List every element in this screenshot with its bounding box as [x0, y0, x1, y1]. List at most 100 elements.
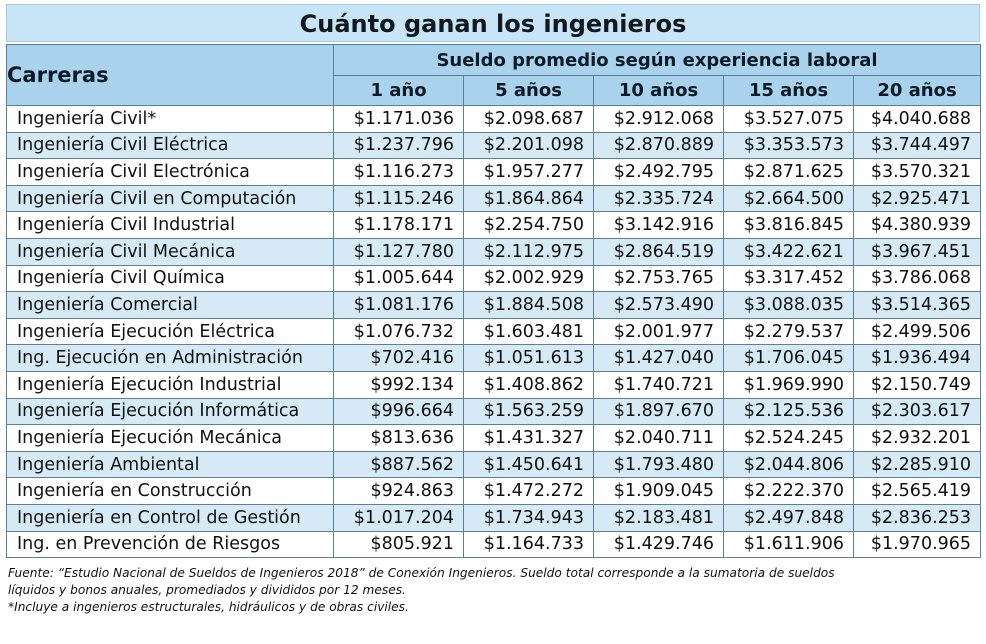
- salary-cell: $887.562: [333, 450, 464, 479]
- salary-cell: $1.970.965: [852, 530, 982, 559]
- salary-cell: $3.353.573: [723, 131, 854, 160]
- career-name-cell: Ing. en Prevención de Riesgos: [6, 530, 334, 559]
- table-row: Ingeniería Ejecución Industrial $992.134 $…: [6, 370, 982, 399]
- source-line-1: Fuente: “Estudio Nacional de Sueldos de …: [8, 566, 835, 581]
- salary-cell: $1.408.862: [463, 370, 594, 399]
- salary-cell: $1.081.176: [333, 291, 464, 319]
- salary-cell: $3.514.365: [852, 291, 982, 319]
- salary-cell: $1.427.040: [593, 344, 724, 372]
- career-name-cell: Ingeniería en Control de Gestión: [6, 503, 334, 532]
- chart-title: Cuánto ganan los ingenieros: [6, 4, 980, 42]
- table-body: Ingeniería Civil* $1.171.036 $2.098.687 $2.…: [6, 105, 982, 559]
- salary-cell: $2.335.724: [593, 184, 724, 213]
- salary-cell: $2.871.625: [723, 158, 854, 186]
- salary-cell: $2.098.687: [463, 105, 594, 133]
- salary-cell: $1.969.990: [723, 370, 854, 399]
- salary-cell: $2.201.098: [463, 131, 594, 160]
- salary-cell: $1.431.327: [463, 424, 594, 452]
- salary-cell: $3.527.075: [723, 105, 854, 133]
- salary-cell: $1.734.943: [463, 503, 594, 532]
- salary-cell: $1.116.273: [333, 158, 464, 186]
- table-row: Ing. en Prevención de Riesgos $805.921 $1.…: [6, 530, 982, 559]
- career-name-cell: Ingeniería en Construcción: [6, 477, 334, 505]
- table-row: Ing. Ejecución en Administración $702.416…: [6, 344, 982, 372]
- salary-cell: $2.664.500: [723, 184, 854, 213]
- salary-cell: $2.254.750: [463, 211, 594, 239]
- table-row: Ingeniería Ambiental $887.562 $1.450.641 $1…: [6, 450, 982, 479]
- column-header: 20 años: [852, 75, 982, 106]
- table-row: Ingeniería Civil Eléctrica $1.237.796 $2.2…: [6, 131, 982, 160]
- salary-cell: $1.171.036: [333, 105, 464, 133]
- table-row: Ingeniería Ejecución Informática $996.664…: [6, 397, 982, 426]
- salary-cell: $1.429.746: [593, 530, 724, 559]
- column-header: 5 años: [463, 75, 594, 106]
- salary-cell: $2.285.910: [852, 450, 982, 479]
- salary-cell: $1.936.494: [852, 344, 982, 372]
- table-row: Ingeniería Civil Industrial $1.178.171 $2.…: [6, 211, 982, 239]
- salary-cell: $3.786.068: [852, 264, 982, 293]
- table-row: Ingeniería en Control de Gestión $1.017.2…: [6, 503, 982, 532]
- salary-cell: $1.178.171: [333, 211, 464, 239]
- salary-cell: $2.279.537: [723, 317, 854, 346]
- salary-cell: $1.076.732: [333, 317, 464, 346]
- salary-cell: $3.317.452: [723, 264, 854, 293]
- career-name-cell: Ingeniería Comercial: [6, 291, 334, 319]
- salary-cell: $924.863: [333, 477, 464, 505]
- table-row: Ingeniería Civil en Computación $1.115.24…: [6, 184, 982, 213]
- salary-cell: $3.422.621: [723, 237, 854, 266]
- footnote: *Incluye a ingenieros estructurales, hid…: [8, 600, 409, 615]
- career-name-cell: Ingeniería Ejecución Mecánica: [6, 424, 334, 452]
- salary-cell: $4.380.939: [852, 211, 982, 239]
- salary-cell: $3.967.451: [852, 237, 982, 266]
- career-name-cell: Ingeniería Civil Industrial: [6, 211, 334, 239]
- salary-cell: $1.957.277: [463, 158, 594, 186]
- column-header: 1 año: [333, 75, 464, 106]
- source-line-2: líquidos y bonos anuales, promediados y …: [8, 583, 406, 598]
- salary-cell: $2.912.068: [593, 105, 724, 133]
- salary-cell: $1.563.259: [463, 397, 594, 426]
- career-name-cell: Ingeniería Civil Mecánica: [6, 237, 334, 266]
- header-row-group: Carreras Sueldo promedio según experienc…: [6, 44, 982, 106]
- table-row: Ingeniería Ejecución Mecánica $813.636 $1.…: [6, 424, 982, 452]
- salary-cell: $702.416: [333, 344, 464, 372]
- salary-cell: $992.134: [333, 370, 464, 399]
- table-row: Ingeniería Ejecución Eléctrica $1.076.732…: [6, 317, 982, 346]
- salary-cell: $1.706.045: [723, 344, 854, 372]
- salary-cell: $1.740.721: [593, 370, 724, 399]
- column-header: 15 años: [723, 75, 854, 106]
- salary-cell: $813.636: [333, 424, 464, 452]
- row-header: Carreras: [6, 44, 334, 106]
- salary-cell: $1.611.906: [723, 530, 854, 559]
- salary-cell: $1.450.641: [463, 450, 594, 479]
- career-name-cell: Ing. Ejecución en Administración: [6, 344, 334, 372]
- salary-cell: $2.499.506: [852, 317, 982, 346]
- salary-cell: $2.573.490: [593, 291, 724, 319]
- header-row-years: 1 año 5 años 10 años 15 años 20 años: [7, 75, 982, 106]
- salary-cell: $2.524.245: [723, 424, 854, 452]
- salary-cell: $1.237.796: [333, 131, 464, 160]
- career-name-cell: Ingeniería Ejecución Industrial: [6, 370, 334, 399]
- salary-cell: $2.870.889: [593, 131, 724, 160]
- salary-cell: $1.603.481: [463, 317, 594, 346]
- table-row: Ingeniería Civil Química $1.005.644 $2.002…: [6, 264, 982, 293]
- salary-cell: $1.472.272: [463, 477, 594, 505]
- salary-cell: $3.570.321: [852, 158, 982, 186]
- salary-cell: $2.925.471: [852, 184, 982, 213]
- salary-cell: $2.932.201: [852, 424, 982, 452]
- career-name-cell: Ingeniería Ambiental: [6, 450, 334, 479]
- salary-cell: $2.565.419: [852, 477, 982, 505]
- career-name-cell: Ingeniería Ejecución Informática: [6, 397, 334, 426]
- column-header: 10 años: [593, 75, 724, 106]
- table-row: Ingeniería Civil Mecánica $1.127.780 $2.11…: [6, 237, 982, 266]
- salary-cell: $2.492.795: [593, 158, 724, 186]
- salary-cell: $805.921: [333, 530, 464, 559]
- salary-table: Carreras Sueldo promedio según experienc…: [6, 44, 982, 559]
- salary-cell: $3.744.497: [852, 131, 982, 160]
- salary-cell: $2.222.370: [723, 477, 854, 505]
- salary-cell: $2.836.253: [852, 503, 982, 532]
- salary-cell: $1.864.864: [463, 184, 594, 213]
- salary-cell: $1.051.613: [463, 344, 594, 372]
- salary-cell: $1.164.733: [463, 530, 594, 559]
- table-row: Ingeniería Comercial $1.081.176 $1.884.508…: [6, 291, 982, 319]
